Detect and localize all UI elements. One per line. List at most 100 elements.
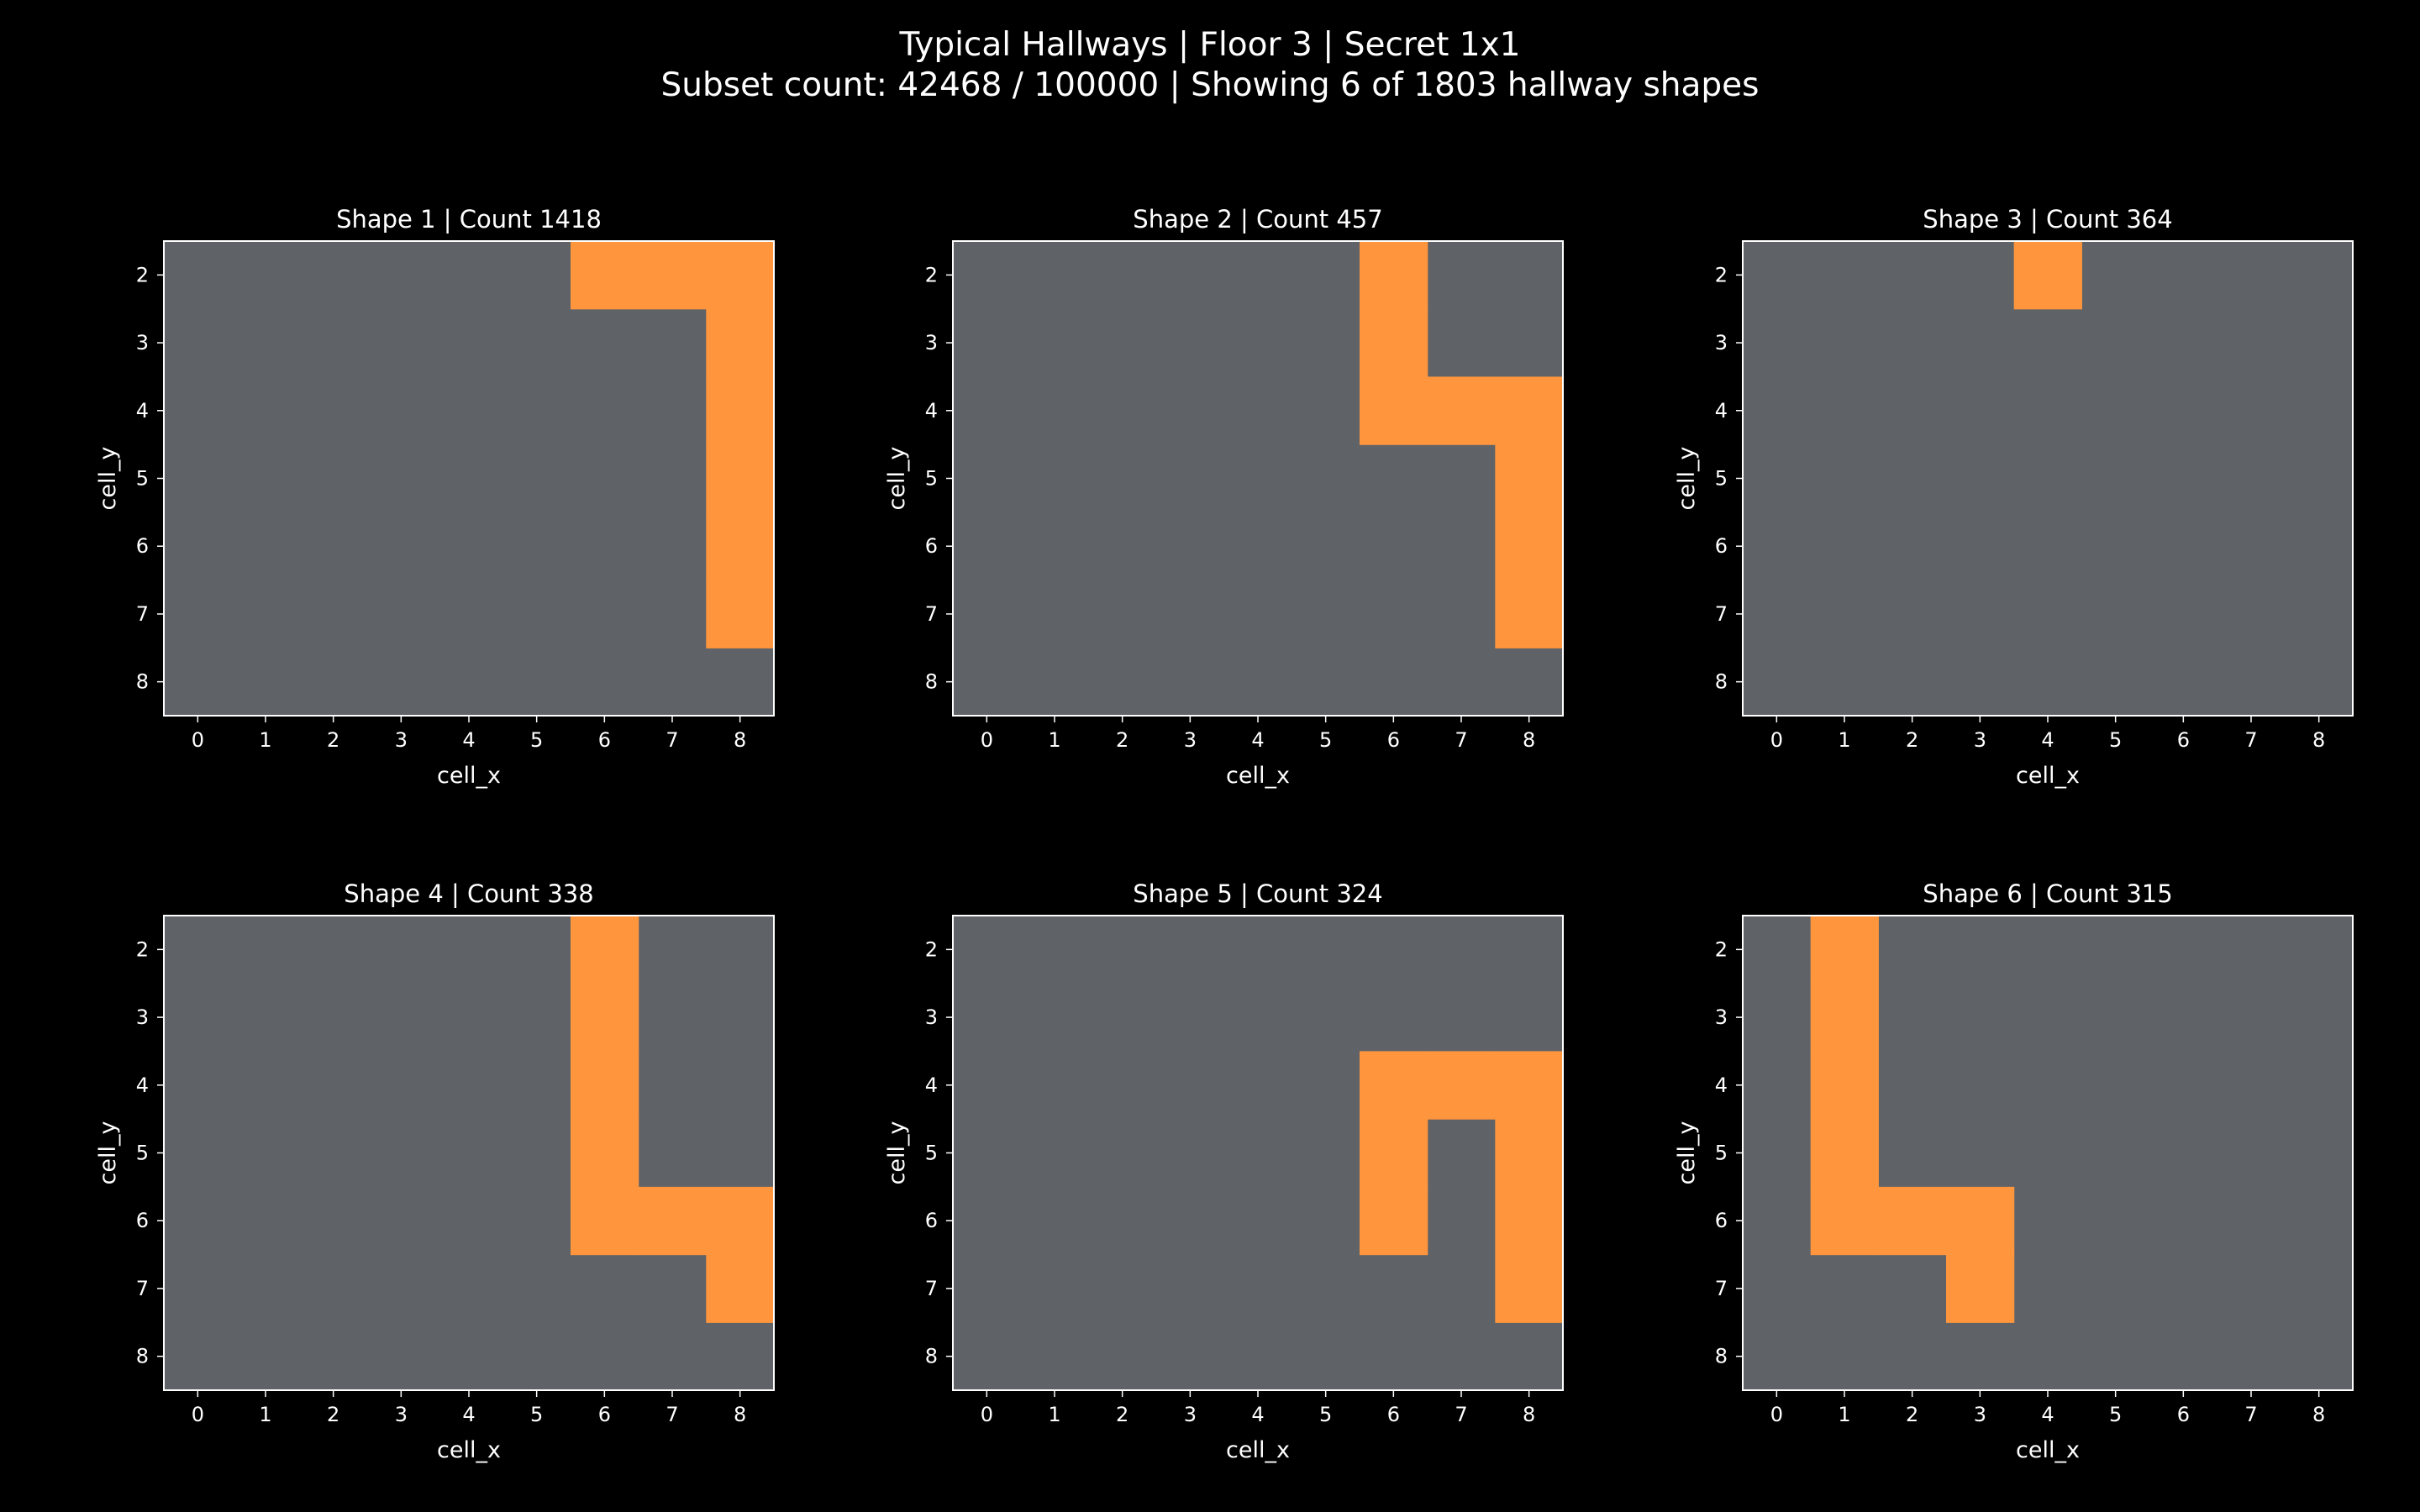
x-tick-label: 5 [530, 728, 543, 752]
shape-panel-1: 0 1 2 3 4 5 6 7 8 2 3 4 5 6 7 8 cell_x cell_y Shape 1 | Co… [95, 205, 775, 789]
hallway-cell [1495, 1186, 1564, 1256]
y-tick-label: 5 [136, 1142, 149, 1165]
x-tick-label: 0 [1770, 1403, 1783, 1426]
hallway-cell [1495, 376, 1564, 445]
hallway-cell [571, 916, 639, 984]
y-tick-label: 8 [1715, 1345, 1728, 1368]
hallway-cell [706, 444, 775, 513]
y-tick-label: 4 [925, 1074, 938, 1097]
y-tick-label: 6 [136, 1209, 149, 1232]
x-tick-label: 5 [530, 1403, 543, 1426]
x-tick-label: 0 [1770, 728, 1783, 752]
x-tick-label: 8 [2312, 1403, 2325, 1426]
hallway-cell [1495, 512, 1564, 581]
panel-title: Shape 2 | Count 457 [1133, 205, 1382, 234]
x-tick-label: 3 [1974, 1403, 1986, 1426]
panel-title: Shape 5 | Count 324 [1133, 879, 1382, 908]
x-tick-label: 3 [1974, 728, 1986, 752]
x-tick-label: 2 [1116, 1403, 1128, 1426]
y-axis-label: cell_y [1674, 447, 1700, 511]
y-tick-label: 3 [925, 331, 938, 354]
hallway-cell [1495, 1051, 1564, 1120]
x-tick-label: 6 [2177, 1403, 2190, 1426]
hallway-cell [1810, 916, 1879, 984]
x-tick-label: 6 [2177, 728, 2190, 752]
x-tick-label: 4 [462, 728, 475, 752]
x-tick-label: 0 [981, 728, 993, 752]
x-tick-label: 5 [1319, 1403, 1332, 1426]
y-tick-label: 8 [136, 670, 149, 694]
hallway-cell [2013, 241, 2082, 310]
shape-panel-2: 0 1 2 3 4 5 6 7 8 2 3 4 5 6 7 8 cell_x cell_y Shape 2 | Co… [884, 205, 1564, 789]
hallway-cell [706, 512, 775, 581]
x-tick-label: 4 [1251, 1403, 1264, 1426]
x-axis-label: cell_x [1226, 1437, 1290, 1463]
x-tick-label: 5 [1319, 728, 1332, 752]
hallway-cell [1495, 444, 1564, 513]
hallway-cell [1878, 1186, 1947, 1256]
y-tick-label: 6 [925, 1209, 938, 1232]
x-axis-label: cell_x [2016, 763, 2080, 789]
y-tick-label: 2 [925, 263, 938, 286]
x-tick-label: 8 [734, 728, 746, 752]
y-tick-label: 3 [1715, 331, 1728, 354]
panel-title: Shape 3 | Count 364 [1923, 205, 2172, 234]
hallway-cell [706, 376, 775, 445]
y-tick-label: 5 [925, 467, 938, 491]
grid-background [1743, 241, 2353, 716]
hallway-cell [1946, 1254, 2015, 1323]
y-tick-label: 7 [136, 1277, 149, 1300]
x-tick-label: 6 [1387, 728, 1400, 752]
y-tick-label: 2 [136, 263, 149, 286]
y-tick-label: 7 [136, 602, 149, 626]
hallway-cell [1810, 1119, 1879, 1188]
x-tick-label: 4 [1251, 728, 1264, 752]
y-tick-label: 3 [136, 331, 149, 354]
hallway-cell [1360, 376, 1428, 445]
y-tick-label: 7 [1715, 1277, 1728, 1300]
x-axis-label: cell_x [437, 763, 501, 789]
hallway-cell [706, 580, 775, 648]
x-axis-label: cell_x [1226, 763, 1290, 789]
y-axis-label: cell_y [95, 447, 121, 511]
y-tick-label: 8 [925, 1345, 938, 1368]
x-tick-label: 8 [734, 1403, 746, 1426]
y-tick-label: 7 [925, 602, 938, 626]
grid-background [164, 916, 774, 1390]
hallway-cell [1810, 1186, 1879, 1256]
y-axis-label: cell_y [884, 447, 910, 511]
y-axis-label: cell_y [884, 1121, 910, 1185]
y-tick-label: 3 [925, 1005, 938, 1029]
x-tick-label: 2 [1906, 728, 1918, 752]
x-tick-label: 8 [1523, 1403, 1535, 1426]
x-tick-label: 6 [598, 1403, 611, 1426]
x-axis-label: cell_x [2016, 1437, 2080, 1463]
y-tick-label: 7 [925, 1277, 938, 1300]
y-tick-label: 6 [136, 534, 149, 558]
y-tick-label: 3 [1715, 1005, 1728, 1029]
shape-panel-3: 0 1 2 3 4 5 6 7 8 2 3 4 5 6 7 8 cell_x cell_y Shape 3 | Co… [1674, 205, 2354, 789]
panel-title: Shape 4 | Count 338 [344, 879, 593, 908]
x-tick-label: 3 [395, 728, 408, 752]
x-tick-label: 2 [327, 728, 339, 752]
panel-title: Shape 6 | Count 315 [1923, 879, 2172, 908]
x-tick-label: 7 [1455, 1403, 1467, 1426]
shape-panel-4: 0 1 2 3 4 5 6 7 8 2 3 4 5 6 7 8 cell_x cell_y Shape 4 | Co… [95, 879, 775, 1463]
x-tick-label: 7 [1455, 728, 1467, 752]
hallway-cell [1360, 1051, 1428, 1120]
figure-title-line-1: Typical Hallways | Floor 3 | Secret 1x1 [899, 26, 1521, 64]
x-tick-label: 3 [1184, 1403, 1197, 1426]
x-tick-label: 3 [1184, 728, 1197, 752]
y-tick-label: 7 [1715, 602, 1728, 626]
y-tick-label: 2 [1715, 263, 1728, 286]
y-tick-label: 2 [136, 937, 149, 961]
x-tick-label: 0 [981, 1403, 993, 1426]
y-tick-label: 3 [136, 1005, 149, 1029]
hallway-cell [1360, 241, 1428, 310]
x-tick-label: 1 [1048, 728, 1060, 752]
grid-background [953, 241, 1563, 716]
y-tick-label: 4 [1715, 399, 1728, 423]
y-tick-label: 4 [925, 399, 938, 423]
x-tick-label: 5 [2109, 728, 2122, 752]
x-tick-label: 2 [327, 1403, 339, 1426]
